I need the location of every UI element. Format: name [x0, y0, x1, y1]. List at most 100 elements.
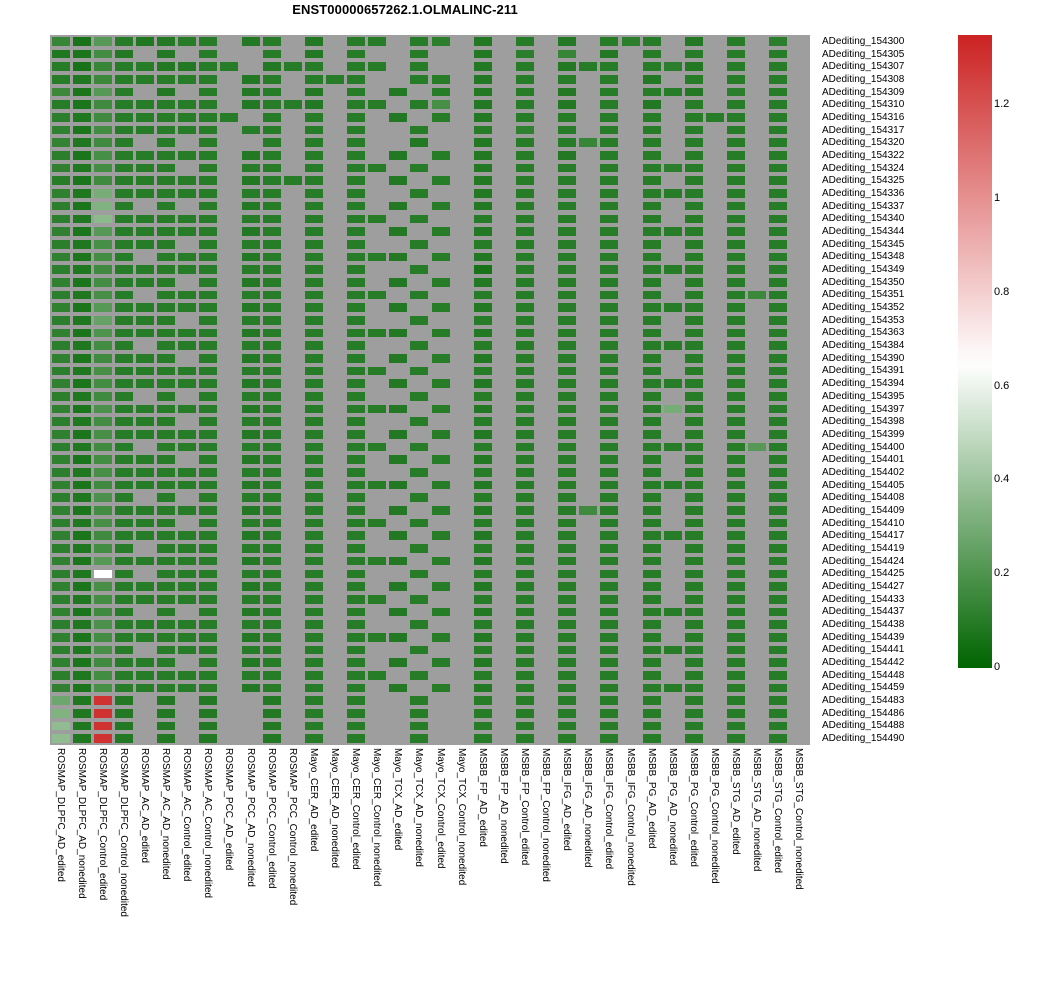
- heatmap-cell: [114, 49, 133, 59]
- heatmap-cell: [304, 683, 323, 693]
- heatmap-cell: [537, 518, 556, 528]
- heatmap-cell: [93, 328, 112, 338]
- heatmap-cell: [389, 632, 408, 642]
- heatmap-cell: [516, 556, 534, 566]
- heatmap-cell: [748, 683, 767, 693]
- heatmap-cell: [114, 721, 133, 731]
- heatmap-cell: [516, 582, 534, 591]
- heatmap-cell: [220, 594, 239, 604]
- heatmap-cell: [199, 125, 218, 135]
- heatmap-cell: [368, 594, 387, 604]
- heatmap-cell: [410, 658, 429, 667]
- heatmap-cell: [283, 455, 302, 465]
- heatmap-cell: [389, 37, 408, 46]
- heatmap-cell: [199, 176, 218, 186]
- heatmap-cell: [389, 683, 408, 693]
- heatmap-cell: [72, 632, 91, 642]
- heatmap-cell: [199, 315, 218, 325]
- heatmap-cell: [431, 75, 450, 84]
- heatmap-cell: [727, 468, 746, 477]
- heatmap-cell: [516, 87, 534, 97]
- heatmap-cell: [304, 239, 323, 249]
- heatmap-cell: [663, 138, 682, 148]
- heatmap-cell: [684, 582, 703, 591]
- heatmap-cell: [199, 353, 218, 363]
- heatmap-cell: [706, 87, 724, 97]
- heatmap-cell: [621, 442, 640, 452]
- heatmap-cell: [304, 37, 323, 46]
- heatmap-cell: [790, 341, 809, 350]
- heatmap-cell: [72, 341, 91, 350]
- heatmap-cell: [642, 442, 661, 452]
- heatmap-cell: [537, 569, 556, 579]
- heatmap-cell: [157, 670, 176, 680]
- heatmap-cell: [389, 75, 408, 84]
- heatmap-cell: [537, 239, 556, 249]
- heatmap-cell: [452, 87, 471, 97]
- heatmap-cell: [621, 658, 640, 667]
- heatmap-cell: [262, 125, 281, 135]
- heatmap-cell: [748, 125, 767, 135]
- heatmap-cell: [727, 632, 746, 642]
- heatmap-cell: [389, 277, 408, 287]
- heatmap-cell: [368, 87, 387, 97]
- heatmap-cell: [136, 556, 154, 566]
- heatmap-cell: [516, 531, 534, 541]
- heatmap-cell: [389, 670, 408, 680]
- heatmap-cell: [326, 455, 344, 465]
- row-label: ADediting_154459: [822, 682, 905, 694]
- heatmap-cell: [790, 670, 809, 680]
- heatmap-cell: [790, 62, 809, 72]
- heatmap-cell: [93, 353, 112, 363]
- heatmap-cell: [494, 392, 513, 401]
- heatmap-cell: [347, 582, 366, 591]
- heatmap-cell: [136, 430, 154, 439]
- heatmap-cell: [389, 556, 408, 566]
- heatmap-cell: [748, 176, 767, 186]
- heatmap-cell: [326, 670, 344, 680]
- heatmap-cell: [410, 341, 429, 350]
- heatmap-grid-background: [50, 35, 810, 745]
- heatmap-cell: [262, 721, 281, 731]
- heatmap-cell: [621, 189, 640, 198]
- heatmap-cell: [516, 468, 534, 477]
- heatmap-cell: [748, 721, 767, 731]
- heatmap-cell: [621, 277, 640, 287]
- heatmap-cell: [473, 353, 492, 363]
- heatmap-cell: [241, 531, 260, 541]
- heatmap-cell: [642, 341, 661, 350]
- heatmap-cell: [579, 658, 598, 667]
- heatmap-cell: [663, 176, 682, 186]
- heatmap-cell: [326, 125, 344, 135]
- heatmap-cell: [262, 315, 281, 325]
- heatmap-cell: [727, 37, 746, 46]
- heatmap-cell: [431, 252, 450, 262]
- heatmap-cell: [600, 189, 619, 198]
- heatmap-cell: [727, 125, 746, 135]
- heatmap-cell: [199, 468, 218, 477]
- heatmap-cell: [748, 138, 767, 148]
- heatmap-cell: [199, 620, 218, 629]
- heatmap-cell: [621, 151, 640, 160]
- heatmap-cell: [220, 670, 239, 680]
- heatmap-cell: [178, 683, 197, 693]
- heatmap-cell: [516, 113, 534, 122]
- heatmap-cell: [452, 696, 471, 705]
- heatmap-cell: [220, 290, 239, 300]
- row-label: ADediting_154349: [822, 264, 905, 276]
- row-label: ADediting_154324: [822, 162, 905, 174]
- heatmap-cell: [178, 113, 197, 122]
- heatmap-cell: [600, 138, 619, 148]
- heatmap-cell: [262, 201, 281, 211]
- heatmap-cell: [241, 100, 260, 110]
- heatmap-cell: [199, 201, 218, 211]
- heatmap-cell: [642, 480, 661, 490]
- heatmap-cell: [178, 708, 197, 718]
- heatmap-cell: [706, 100, 724, 110]
- heatmap-cell: [516, 341, 534, 350]
- heatmap-cell: [579, 75, 598, 84]
- heatmap-cell: [93, 277, 112, 287]
- heatmap-cell: [706, 379, 724, 388]
- heatmap-cell: [326, 138, 344, 148]
- heatmap-cell: [157, 518, 176, 528]
